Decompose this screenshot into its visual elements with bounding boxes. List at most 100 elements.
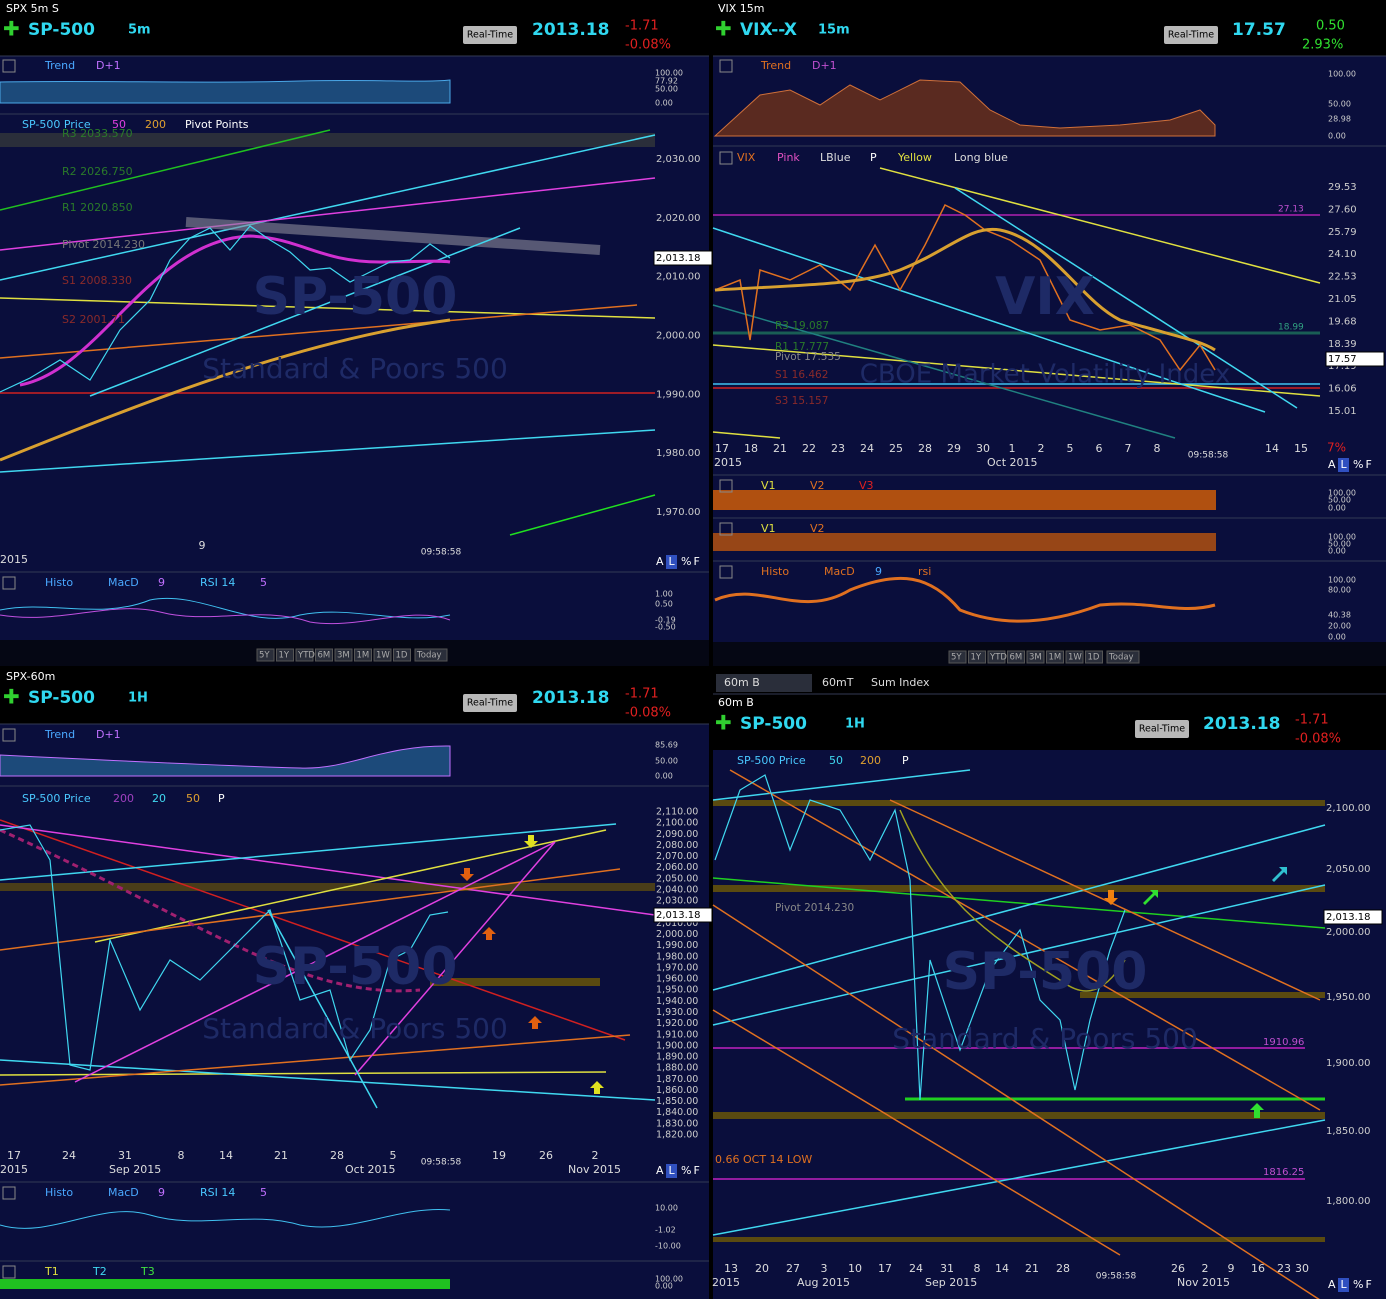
study-label[interactable]: 5 [260, 1186, 267, 1199]
study-label[interactable]: RSI 14 [200, 576, 235, 589]
study-label[interactable]: 50 [829, 754, 843, 767]
close-study[interactable] [719, 565, 733, 579]
scale-mode[interactable]: A [656, 555, 664, 568]
close-study[interactable] [2, 59, 16, 73]
scale-mode[interactable]: % [681, 1164, 691, 1177]
study-label[interactable]: Trend [44, 59, 75, 72]
range-button[interactable] [1085, 650, 1103, 664]
study-label[interactable]: SP-500 Price [22, 118, 91, 131]
scale-mode[interactable]: L [669, 555, 676, 568]
range-label[interactable]: 5Y [951, 653, 962, 663]
range-button[interactable] [354, 648, 372, 662]
study-label[interactable]: 50 [186, 792, 200, 805]
close-study[interactable] [2, 1265, 16, 1279]
study-label[interactable]: Pivot Points [185, 118, 249, 131]
range-label[interactable]: Today [416, 651, 442, 661]
close-study[interactable] [2, 576, 16, 590]
range-button[interactable] [1026, 650, 1045, 664]
study-label[interactable]: MacD [824, 565, 855, 578]
study-label[interactable]: V1 [761, 479, 776, 492]
range-label[interactable]: 1D [1088, 653, 1100, 663]
range-button[interactable] [414, 648, 448, 662]
study-label[interactable]: 200 [113, 792, 134, 805]
range-label[interactable]: 3M [1029, 653, 1042, 663]
interval[interactable]: 1H [128, 691, 148, 706]
study-label[interactable]: 200 [145, 118, 166, 131]
scale-mode[interactable]: L [1341, 1278, 1348, 1291]
interval[interactable]: 5m [128, 23, 151, 38]
scale-mode[interactable]: L [669, 1164, 676, 1177]
study-label[interactable]: Trend [760, 59, 791, 72]
study-label[interactable]: 9 [875, 565, 882, 578]
study-label[interactable]: Trend [44, 728, 75, 741]
scale-mode[interactable]: F [694, 555, 700, 568]
range-label[interactable]: YTD [989, 653, 1007, 663]
scale-mode[interactable]: % [1353, 458, 1363, 471]
workspace-tab[interactable]: Sum Index [871, 676, 930, 689]
scale-mode[interactable]: F [1366, 458, 1372, 471]
study-label[interactable]: 9 [158, 1186, 165, 1199]
range-label[interactable]: 1M [357, 651, 370, 661]
study-label[interactable]: Histo [45, 1186, 73, 1199]
study-label[interactable]: 20 [152, 792, 166, 805]
range-label[interactable]: 1W [376, 651, 390, 661]
range-label[interactable]: 1Y [971, 653, 982, 663]
range-button[interactable] [968, 650, 986, 664]
study-label[interactable]: V2 [810, 479, 825, 492]
scale-mode[interactable]: A [1328, 458, 1336, 471]
range-label[interactable]: 5Y [259, 651, 270, 661]
range-label[interactable]: 1D [396, 651, 408, 661]
study-label[interactable]: T2 [92, 1265, 107, 1278]
range-button[interactable] [315, 648, 333, 662]
workspace-tab[interactable]: 60m B [724, 676, 760, 689]
range-label[interactable]: 6M [318, 651, 331, 661]
study-label[interactable]: SP-500 Price [22, 792, 91, 805]
scale-mode[interactable]: A [656, 1164, 664, 1177]
range-button[interactable] [393, 648, 411, 662]
range-button[interactable] [256, 648, 275, 662]
study-label[interactable]: MacD [108, 1186, 139, 1199]
real-time-button[interactable] [1164, 26, 1218, 44]
close-study[interactable] [719, 479, 733, 493]
interval[interactable]: 15m [818, 23, 850, 38]
study-label[interactable]: D+1 [812, 59, 837, 72]
range-button[interactable] [1106, 650, 1140, 664]
range-button[interactable] [1007, 650, 1025, 664]
close-study[interactable] [719, 59, 733, 73]
study-label[interactable]: P [902, 754, 909, 767]
range-label[interactable]: Today [1108, 653, 1134, 663]
close-study[interactable] [719, 522, 733, 536]
study-label[interactable]: P [218, 792, 225, 805]
close-study[interactable] [2, 728, 16, 742]
study-label[interactable]: Long blue [954, 151, 1008, 164]
study-label[interactable]: LBlue [820, 151, 851, 164]
study-label[interactable]: MacD [108, 576, 139, 589]
study-label[interactable]: Histo [45, 576, 73, 589]
study-label[interactable]: P [870, 151, 877, 164]
real-time-button[interactable] [1135, 720, 1189, 738]
range-label[interactable]: 6M [1010, 653, 1023, 663]
range-button[interactable] [1065, 650, 1084, 664]
range-button[interactable] [1046, 650, 1064, 664]
real-time-button[interactable] [463, 26, 517, 44]
study-label[interactable]: VIX [737, 151, 756, 164]
study-label[interactable]: Histo [761, 565, 789, 578]
study-label[interactable]: T1 [44, 1265, 59, 1278]
study-label[interactable]: T3 [140, 1265, 155, 1278]
study-label[interactable]: 200 [860, 754, 881, 767]
scale-mode[interactable]: F [694, 1164, 700, 1177]
real-time-button[interactable] [463, 694, 517, 712]
study-label[interactable]: 50 [112, 118, 126, 131]
study-label[interactable]: 5 [260, 576, 267, 589]
study-label[interactable]: V3 [859, 479, 874, 492]
study-label[interactable]: D+1 [96, 728, 121, 741]
study-label[interactable]: D+1 [96, 59, 121, 72]
close-study[interactable] [2, 1186, 16, 1200]
scale-mode[interactable]: F [1366, 1278, 1372, 1291]
study-label[interactable]: V2 [810, 522, 825, 535]
range-label[interactable]: YTD [297, 651, 315, 661]
range-button[interactable] [334, 648, 353, 662]
study-label[interactable]: rsi [918, 565, 931, 578]
interval[interactable]: 1H [845, 717, 865, 732]
range-label[interactable]: 3M [337, 651, 350, 661]
